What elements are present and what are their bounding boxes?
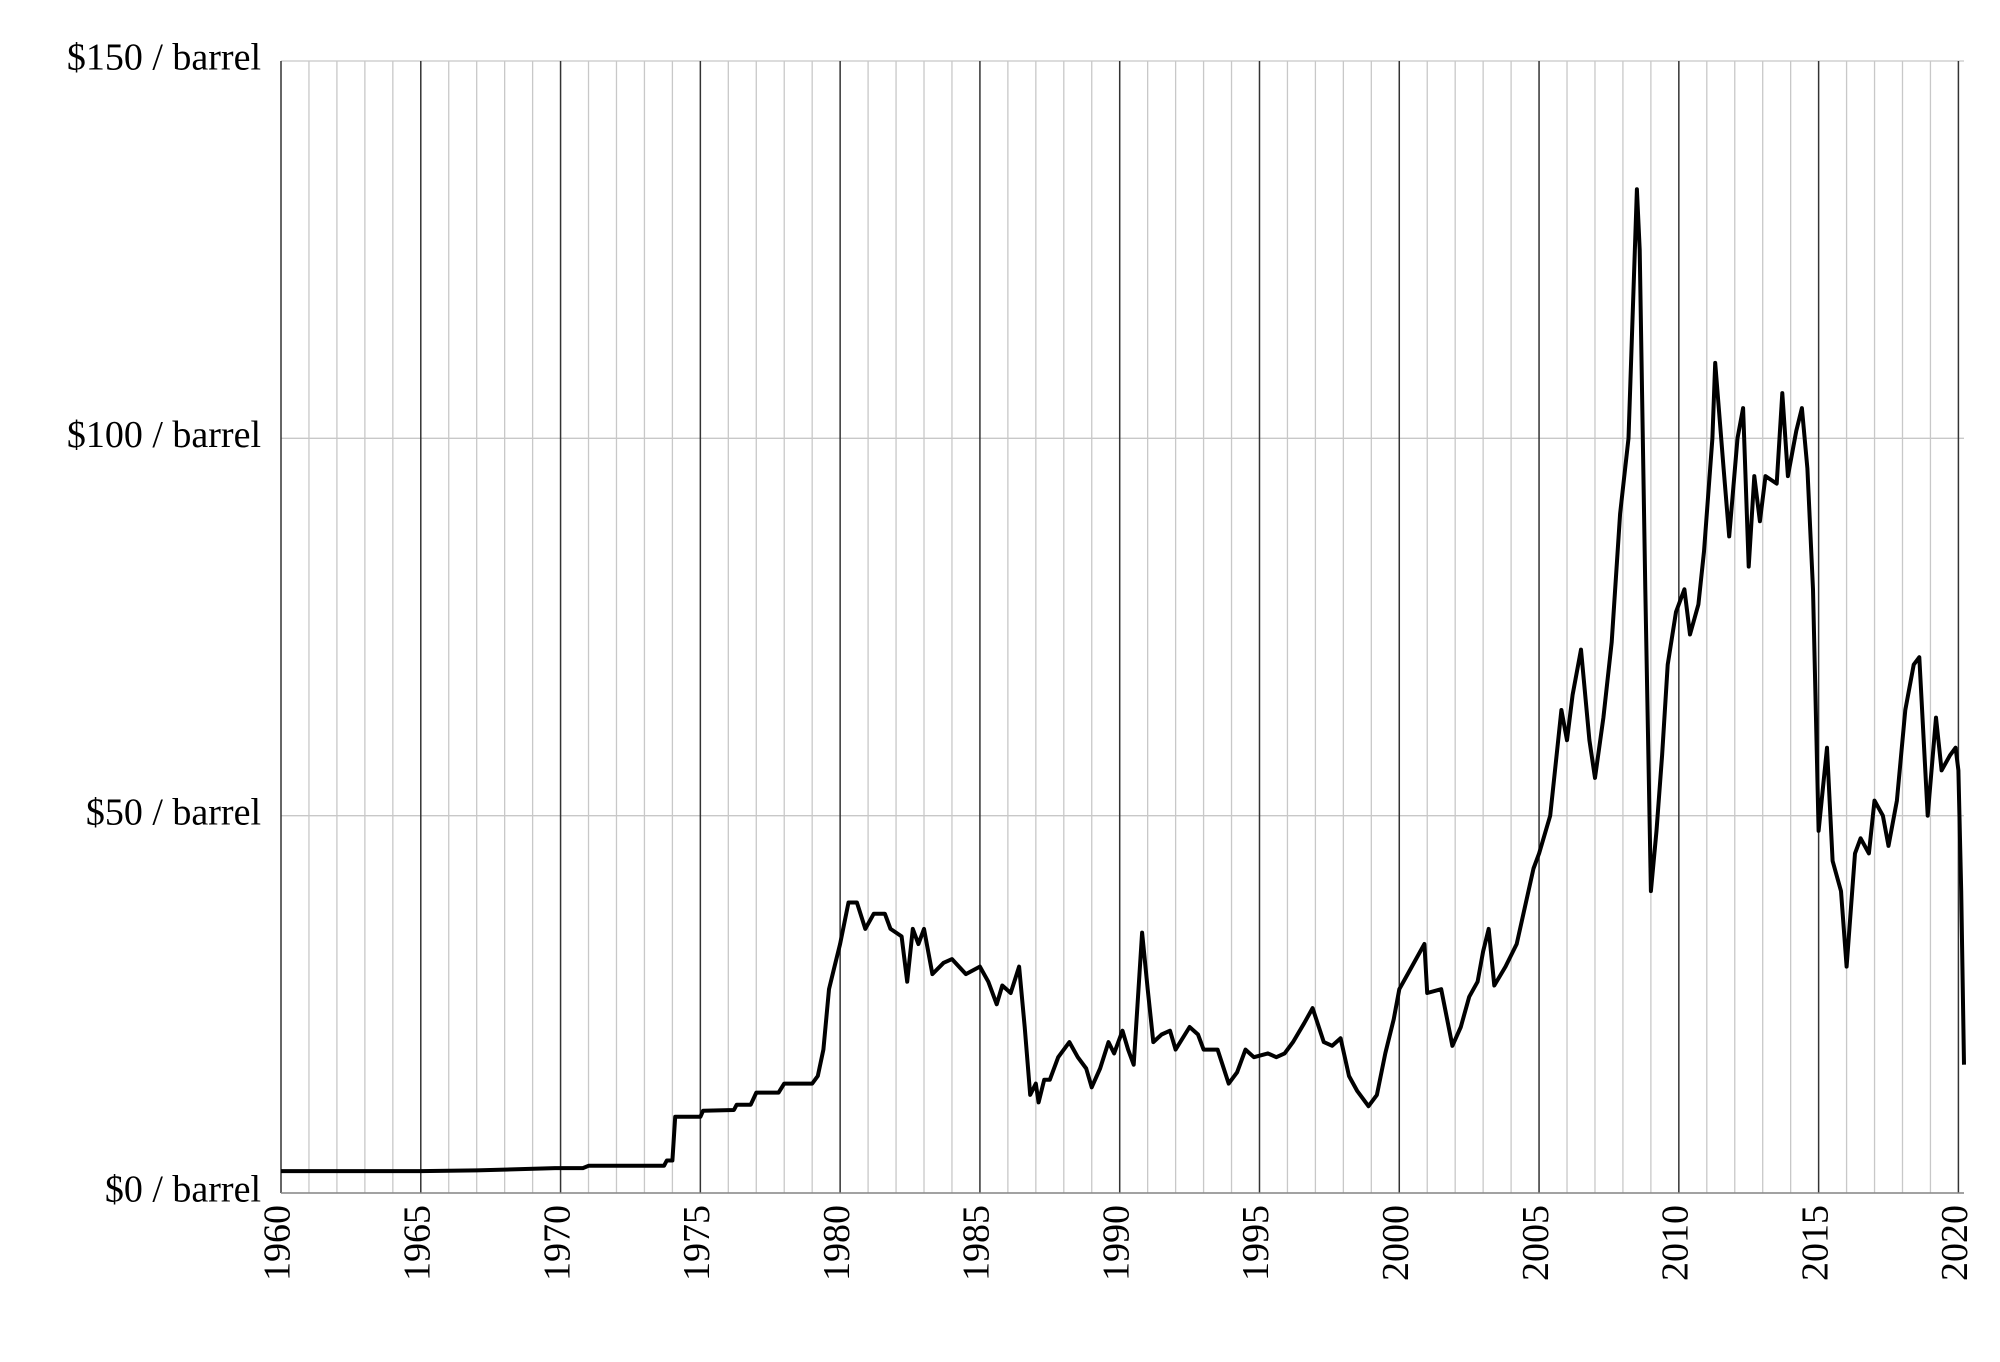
x-tick-label: 2005 xyxy=(1515,1205,1557,1281)
x-tick-label: 1990 xyxy=(1095,1205,1137,1281)
x-tick-label: 1985 xyxy=(956,1205,998,1281)
y-tick-label: $50 / barrel xyxy=(86,791,261,833)
x-tick-label: 1975 xyxy=(676,1205,718,1281)
x-tick-label: 1965 xyxy=(397,1205,439,1281)
x-tick-label: 1960 xyxy=(257,1205,299,1281)
x-tick-label: 2015 xyxy=(1794,1205,1836,1281)
x-tick-label: 2020 xyxy=(1934,1205,1976,1281)
x-tick-label: 1995 xyxy=(1235,1205,1277,1281)
price-line xyxy=(281,187,1966,1174)
x-tick-label: 1970 xyxy=(536,1205,578,1281)
y-tick-label: $0 / barrel xyxy=(105,1169,261,1211)
x-tick-label: 2000 xyxy=(1375,1205,1417,1281)
x-tick-label: 2010 xyxy=(1655,1205,1697,1281)
x-tick-label: 1980 xyxy=(816,1205,858,1281)
y-tick-label: $100 / barrel xyxy=(67,414,261,456)
y-tick-label: $150 / barrel xyxy=(67,37,261,79)
